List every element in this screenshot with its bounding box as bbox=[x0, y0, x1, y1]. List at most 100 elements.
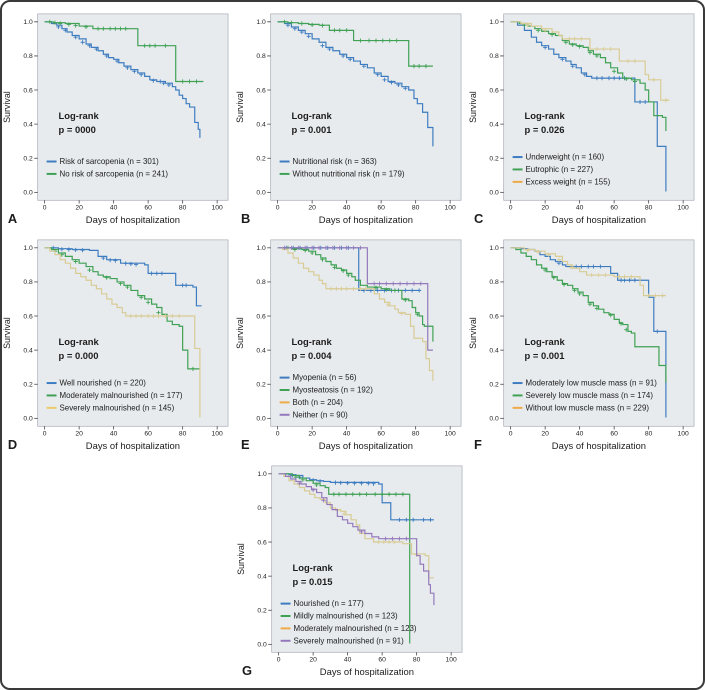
y-tick-label: 0.8 bbox=[23, 53, 33, 60]
plot-area bbox=[503, 13, 695, 201]
row-2: 0.0 0.2 0.4 0.6 0.8 1.0 0 20 40 60 80 100 Survival Da… bbox=[2, 231, 703, 457]
km-panel-D: 0.0 0.2 0.4 0.6 0.8 1.0 0 20 40 60 80 100 Survival Da… bbox=[2, 239, 229, 452]
plot-area bbox=[270, 13, 462, 201]
curves-group bbox=[44, 19, 204, 138]
x-tick-label: 20 bbox=[308, 205, 316, 212]
legend-item: Mildly malnourished (n = 123) bbox=[280, 612, 398, 621]
y-tick-label: 1.0 bbox=[489, 245, 499, 252]
x-tick-label: 40 bbox=[343, 205, 351, 212]
p-value-label: p = 0.004 bbox=[292, 350, 333, 361]
legend-item: Neither (n = 90) bbox=[279, 410, 348, 419]
series-curve bbox=[510, 247, 667, 383]
km-panel-C: 0.0 0.2 0.4 0.6 0.8 1.0 0 20 40 60 80 100 Survival Da… bbox=[468, 13, 695, 226]
y-tick-label: 0.4 bbox=[489, 121, 499, 128]
x-tick-label: 60 bbox=[610, 205, 618, 212]
censor-marks bbox=[297, 481, 409, 541]
legend-item: Well nourished (n = 220) bbox=[46, 379, 147, 388]
y-tick-label: 0.2 bbox=[23, 156, 33, 163]
y-tick-label: 1.0 bbox=[489, 19, 499, 26]
x-tick-label: 40 bbox=[576, 205, 584, 212]
censor-marks bbox=[522, 23, 637, 84]
y-tick-label: 0.4 bbox=[256, 347, 266, 354]
panel-letter: B bbox=[241, 211, 250, 226]
curves-group bbox=[510, 247, 667, 418]
stat-label: Log-rank bbox=[59, 336, 100, 347]
y-tick-label: 0.0 bbox=[23, 190, 33, 197]
y-tick-label: 0.2 bbox=[256, 156, 266, 163]
y-tick-label: 0.6 bbox=[489, 87, 499, 94]
y-tick-label: 0.0 bbox=[489, 416, 499, 423]
panel-letter: F bbox=[474, 437, 482, 452]
series-curve bbox=[277, 21, 434, 147]
x-axis-label: Days of hospitalization bbox=[319, 214, 413, 225]
x-tick-label: 0 bbox=[43, 205, 47, 212]
x-tick-label: 80 bbox=[179, 431, 187, 438]
legend-item: Severely malnourished (n = 91) bbox=[280, 636, 405, 645]
legend-label: Both (n = 204) bbox=[293, 398, 344, 407]
x-tick-label: 20 bbox=[75, 205, 83, 212]
y-tick-label: 0.8 bbox=[257, 505, 267, 512]
legend-item: Without low muscle mass (n = 229) bbox=[512, 403, 649, 412]
y-tick-label: 0.2 bbox=[489, 382, 499, 389]
y-tick-label: 0.6 bbox=[256, 87, 266, 94]
y-tick-label: 0.0 bbox=[256, 190, 266, 197]
y-tick-label: 0.8 bbox=[23, 279, 33, 286]
x-tick-label: 40 bbox=[110, 431, 118, 438]
legend-label: Severely malnourished (n = 91) bbox=[294, 636, 405, 645]
legend-label: Severely malnourished (n = 145) bbox=[60, 403, 175, 412]
x-tick-label: 100 bbox=[678, 205, 689, 212]
curves-group bbox=[510, 21, 670, 192]
y-axis-label: Survival bbox=[2, 91, 12, 123]
series-curve bbox=[510, 247, 666, 297]
y-tick-label: 1.0 bbox=[23, 245, 33, 252]
x-tick-label: 0 bbox=[509, 431, 513, 438]
legend-label: Moderately malnourished (n = 177) bbox=[60, 391, 183, 400]
x-tick-label: 100 bbox=[445, 431, 456, 438]
legend-label: Myosteatosis (n = 192) bbox=[293, 386, 374, 395]
legend-item: Myopenia (n = 56) bbox=[279, 373, 357, 382]
y-axis-label: Survival bbox=[236, 543, 246, 575]
stat-label: Log-rank bbox=[525, 336, 566, 347]
x-tick-label: 0 bbox=[509, 205, 513, 212]
x-tick-label: 0 bbox=[277, 657, 281, 664]
legend-item: Both (n = 204) bbox=[279, 398, 344, 407]
legend-item: Moderately low muscle mass (n = 91) bbox=[512, 379, 658, 388]
x-tick-label: 0 bbox=[43, 431, 47, 438]
legend-label: Nutritional risk (n = 363) bbox=[293, 157, 378, 166]
panel-letter: C bbox=[474, 211, 483, 226]
y-tick-label: 1.0 bbox=[256, 245, 266, 252]
series-curve bbox=[510, 21, 667, 192]
panel-letter: E bbox=[241, 437, 250, 452]
legend-label: Moderately low muscle mass (n = 91) bbox=[526, 379, 658, 388]
y-axis-label: Survival bbox=[2, 317, 12, 349]
y-tick-label: 0.6 bbox=[256, 313, 266, 320]
x-tick-label: 80 bbox=[413, 657, 421, 664]
x-tick-label: 40 bbox=[576, 431, 584, 438]
legend-label: Well nourished (n = 220) bbox=[60, 379, 147, 388]
series-curve bbox=[44, 247, 200, 370]
series-curve bbox=[44, 21, 201, 138]
y-tick-label: 0.4 bbox=[489, 347, 499, 354]
x-tick-label: 80 bbox=[645, 431, 653, 438]
x-tick-label: 100 bbox=[678, 431, 689, 438]
stat-label: Log-rank bbox=[525, 110, 566, 121]
series-curve bbox=[44, 247, 201, 418]
y-axis-label: Survival bbox=[468, 317, 478, 349]
y-tick-label: 0.6 bbox=[257, 539, 267, 546]
row-1: 0.0 0.2 0.4 0.6 0.8 1.0 0 20 40 60 80 100 Survival Da… bbox=[2, 5, 703, 231]
km-panel-B: 0.0 0.2 0.4 0.6 0.8 1.0 0 20 40 60 80 100 Survival Da… bbox=[235, 13, 462, 226]
censor-marks bbox=[128, 313, 182, 319]
x-tick-label: 0 bbox=[276, 205, 280, 212]
p-value-label: p = 0.001 bbox=[292, 124, 332, 135]
x-tick-label: 0 bbox=[276, 431, 280, 438]
x-tick-label: 80 bbox=[412, 431, 420, 438]
series-curve bbox=[278, 473, 435, 606]
p-value-label: p = 0.015 bbox=[293, 576, 333, 587]
legend-item: Excess weight (n = 155) bbox=[512, 177, 611, 186]
p-value-label: p = 0.000 bbox=[59, 350, 99, 361]
x-tick-label: 100 bbox=[445, 205, 456, 212]
x-tick-label: 60 bbox=[610, 431, 618, 438]
x-tick-label: 60 bbox=[377, 431, 385, 438]
y-axis-label: Survival bbox=[235, 91, 245, 123]
